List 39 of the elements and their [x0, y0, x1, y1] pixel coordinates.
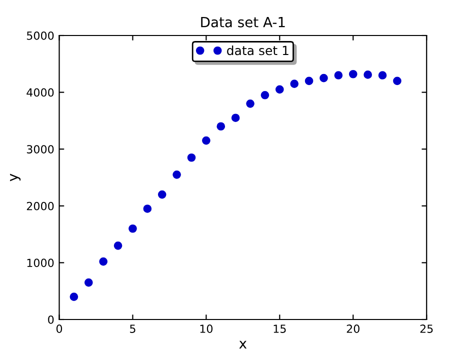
x-tick-label: 10 — [200, 324, 213, 333]
legend-label: data set 1 — [227, 46, 288, 56]
y-tick-label: 1000 — [27, 258, 54, 268]
point — [304, 76, 314, 86]
x-tick-label: 15 — [274, 324, 286, 333]
point — [260, 90, 270, 100]
point — [114, 241, 122, 250]
x-axis-title: x — [239, 340, 247, 348]
point — [393, 76, 402, 86]
y-tick-label: 4000 — [26, 88, 54, 97]
y-tick-label: 3000 — [26, 145, 54, 154]
x-tick-label: 0 — [56, 324, 62, 333]
point — [187, 153, 196, 162]
point — [320, 74, 328, 82]
x-tick-label: 20 — [346, 324, 360, 333]
x-tick-label: 25 — [420, 324, 433, 333]
y-axis-title: y — [10, 174, 21, 182]
point — [364, 70, 372, 79]
point — [334, 71, 343, 80]
point — [290, 80, 299, 88]
chart-title: Data set A-1 — [201, 17, 285, 28]
point — [378, 71, 387, 80]
point — [231, 114, 240, 122]
point — [202, 136, 210, 145]
point — [99, 257, 108, 266]
point — [348, 70, 358, 78]
point — [84, 278, 93, 287]
point — [275, 85, 284, 94]
point — [158, 190, 166, 199]
point — [70, 292, 78, 301]
point — [172, 170, 181, 179]
y-tick-label: 5000 — [26, 31, 54, 40]
x-tick-label: 5 — [130, 324, 136, 333]
y-tick-label: 2000 — [26, 202, 54, 210]
y-tick-label: 0 — [48, 315, 54, 324]
point — [143, 204, 152, 213]
point — [216, 122, 226, 131]
point — [128, 224, 137, 233]
point — [246, 99, 254, 108]
